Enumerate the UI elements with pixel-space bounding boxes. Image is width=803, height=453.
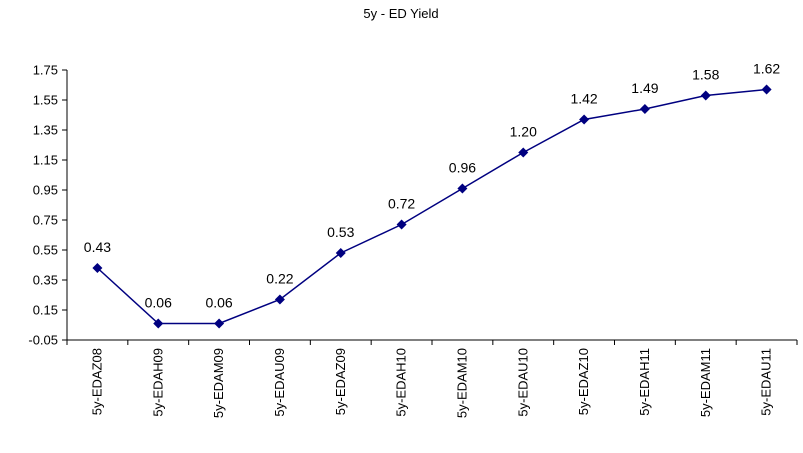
- y-tick-label: 1.55: [33, 93, 58, 108]
- data-label: 0.22: [266, 271, 293, 287]
- x-tick-label: 5y-EDAU10: [515, 348, 530, 417]
- y-tick-label: 1.15: [33, 153, 58, 168]
- data-point-marker: [396, 219, 407, 230]
- data-point-marker: [92, 263, 103, 273]
- x-tick-label: 5y-EDAZ10: [576, 348, 591, 415]
- x-tick-label: 5y-EDAM10: [454, 348, 469, 418]
- data-point-marker: [153, 318, 164, 329]
- y-tick-label: -0.05: [28, 333, 58, 348]
- y-tick-label: 1.75: [33, 63, 58, 78]
- data-point-marker: [700, 90, 711, 101]
- series-markers: [92, 84, 772, 329]
- data-point-marker: [579, 114, 590, 125]
- data-label: 1.49: [631, 80, 658, 96]
- x-axis-ticks: 5y-EDAZ08 5y-EDAH09 5y-EDAM09 5y-EDAU09 5y-E…: [66, 340, 798, 418]
- series-line-group: [96, 88, 767, 325]
- data-point-marker: [518, 147, 529, 158]
- chart-title: 5y - ED Yield: [363, 6, 438, 21]
- x-tick-label: 5y-EDAH10: [394, 348, 409, 417]
- y-tick-label: 0.15: [33, 303, 58, 318]
- data-point-marker: [761, 84, 772, 95]
- data-label: 0.96: [449, 160, 476, 176]
- y-tick-label: 0.75: [33, 213, 58, 228]
- x-tick-label: 5y-EDAM09: [211, 348, 226, 418]
- data-label: 0.06: [205, 295, 232, 311]
- x-tick-label: 5y-EDAH11: [637, 348, 652, 416]
- data-label: 0.06: [145, 295, 172, 311]
- x-tick-label: 5y-EDAH09: [150, 348, 165, 417]
- data-point-marker: [274, 294, 285, 305]
- data-label: 1.20: [510, 124, 537, 140]
- series-line: [96, 88, 767, 325]
- x-tick-label: 5y-EDAZ09: [333, 348, 348, 415]
- data-label: 1.58: [692, 67, 719, 83]
- data-point-marker: [457, 183, 468, 194]
- data-label: 1.42: [570, 91, 597, 107]
- data-point-marker: [639, 104, 650, 114]
- data-point-marker: [214, 318, 225, 329]
- axes: [66, 70, 797, 341]
- y-tick-label: 0.95: [33, 183, 58, 198]
- y-axis-ticks: -0.05 0.15 0.35 0.55 0.75 0.95 1.15 1.35 1.55 1.7…: [28, 63, 67, 348]
- data-labels: 0.43 0.06 0.06 0.22 0.53 0.72 0.96 1.20 1.42 1.49…: [84, 61, 781, 311]
- x-tick-label: 5y-EDAM11: [698, 348, 713, 417]
- data-label: 0.53: [327, 224, 354, 240]
- data-label: 0.72: [388, 196, 415, 212]
- x-tick-label: 5y-EDAU09: [272, 348, 287, 417]
- data-point-marker: [335, 248, 346, 258]
- data-label: 0.43: [84, 239, 111, 255]
- y-tick-label: 1.35: [33, 123, 58, 138]
- x-tick-label: 5y-EDAZ08: [89, 348, 104, 415]
- y-tick-label: 0.35: [33, 273, 58, 288]
- y-tick-label: 0.55: [33, 243, 58, 258]
- x-tick-label: 5y-EDAU11: [759, 348, 774, 416]
- data-label: 1.62: [753, 61, 780, 77]
